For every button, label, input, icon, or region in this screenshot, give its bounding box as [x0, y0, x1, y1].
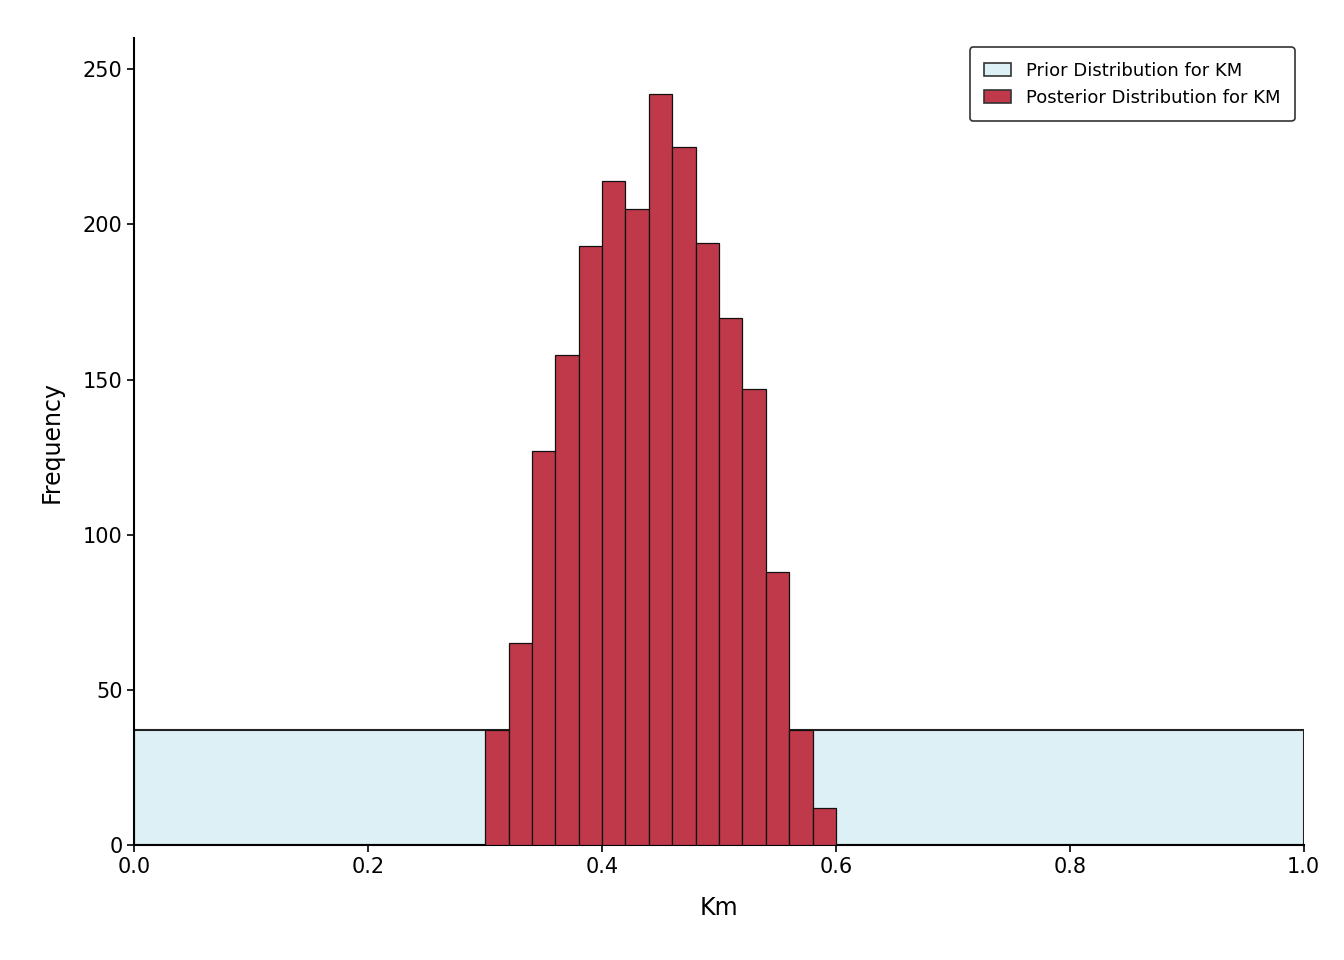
Bar — [602, 181, 625, 845]
Bar — [766, 572, 789, 845]
Bar — [789, 730, 813, 845]
Bar — [742, 389, 766, 845]
Bar — [625, 209, 649, 845]
Bar — [532, 451, 555, 845]
Bar — [134, 730, 1304, 845]
Bar — [579, 246, 602, 845]
X-axis label: Km: Km — [700, 896, 738, 920]
Bar — [719, 318, 742, 845]
Legend: Prior Distribution for KM, Posterior Distribution for KM: Prior Distribution for KM, Posterior Dis… — [970, 47, 1294, 121]
Bar — [813, 807, 836, 845]
Bar — [508, 643, 532, 845]
Bar — [696, 243, 719, 845]
Bar — [555, 355, 579, 845]
Bar — [672, 147, 696, 845]
Bar — [649, 94, 672, 845]
Y-axis label: Frequency: Frequency — [39, 380, 63, 503]
Bar — [485, 730, 508, 845]
